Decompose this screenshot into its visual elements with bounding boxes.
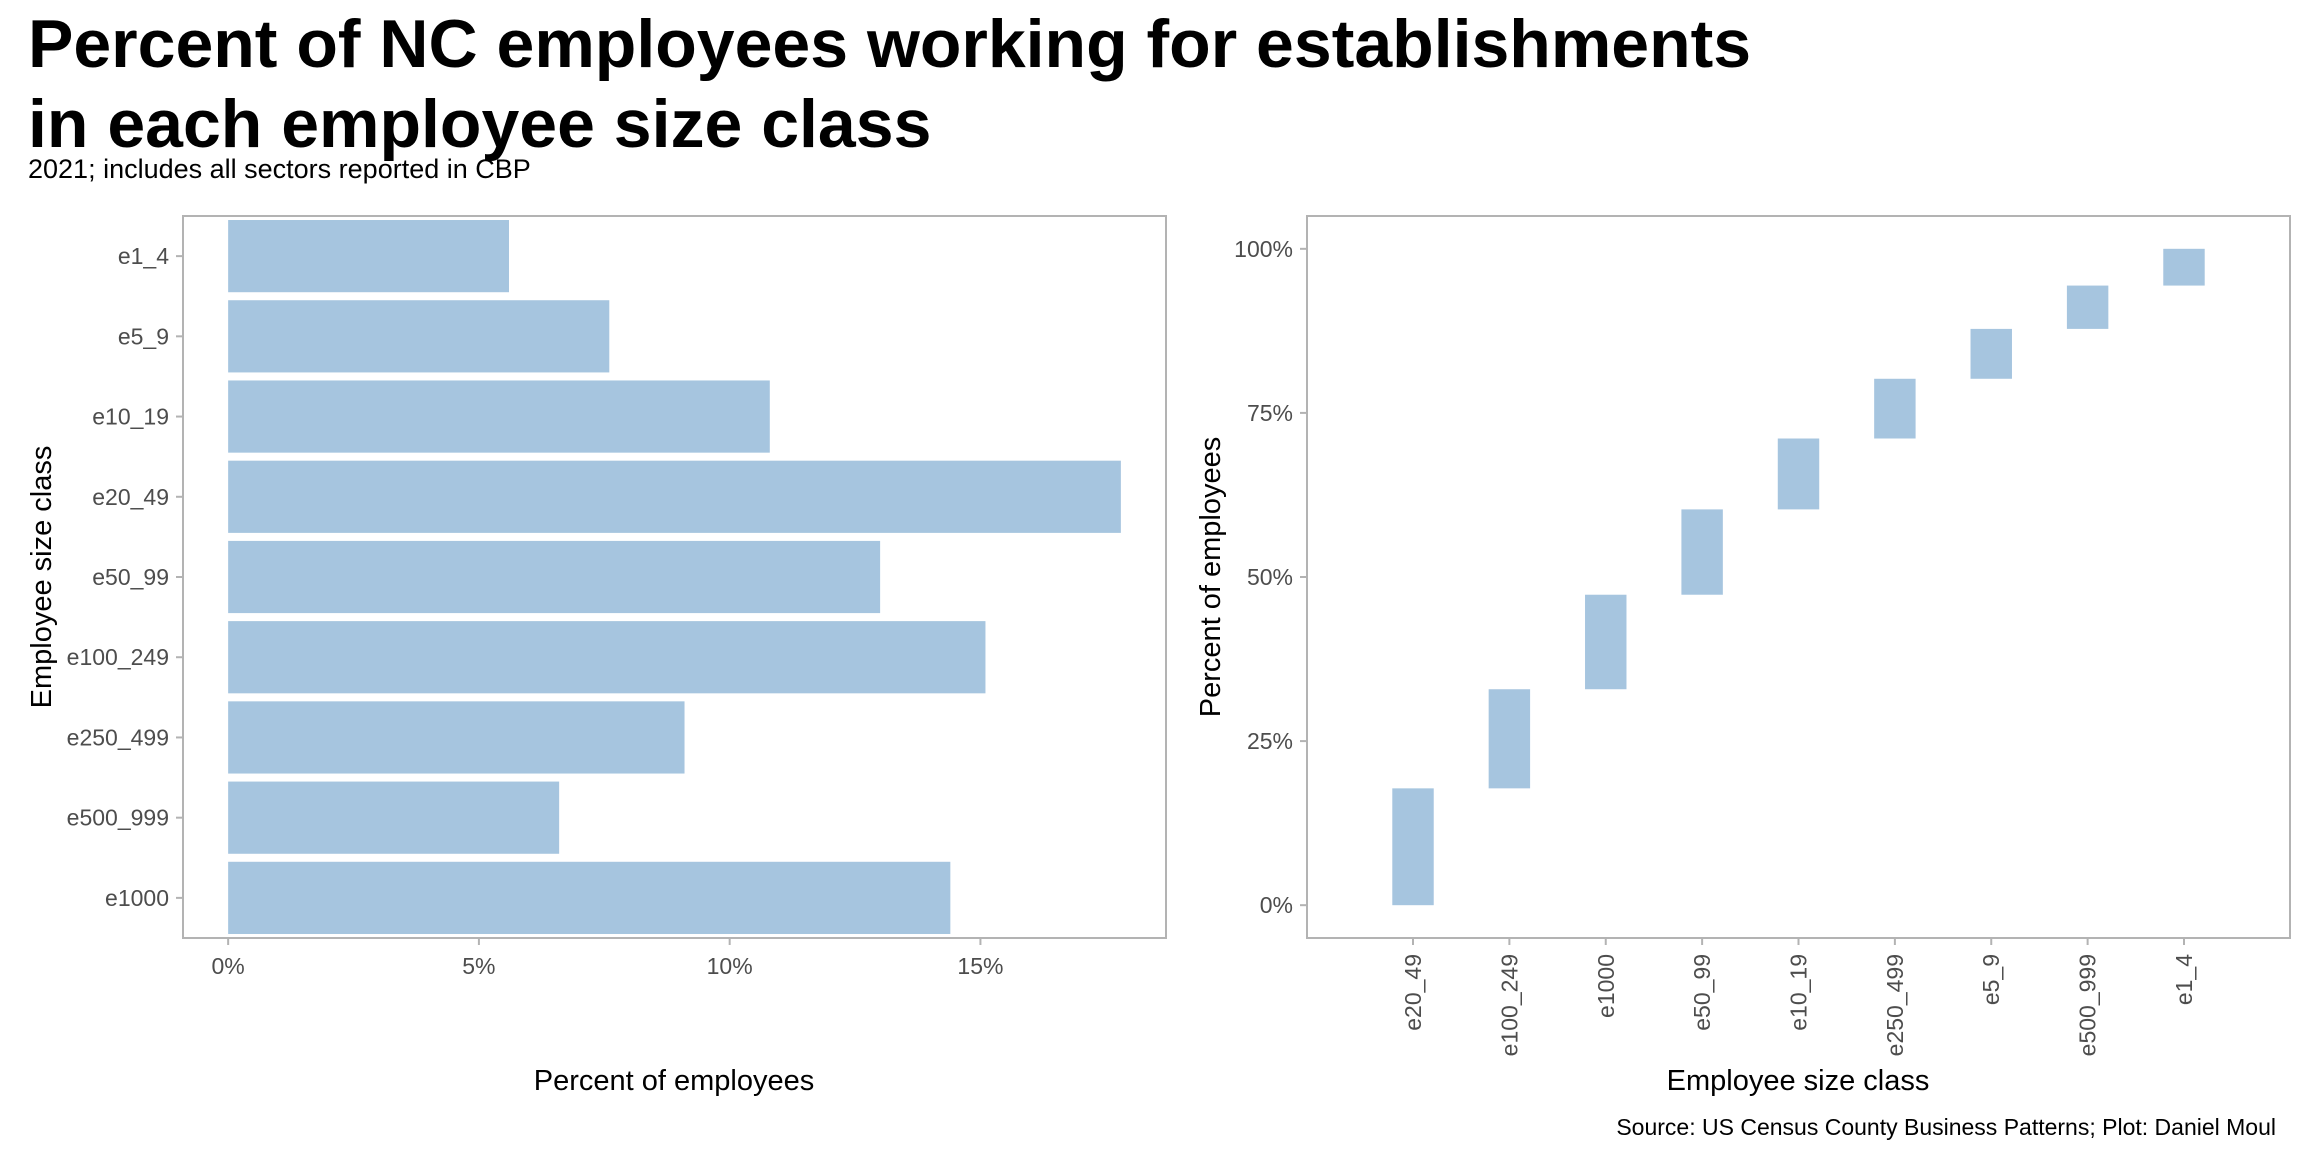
left-bar-chart: e1_4 e5_9 e10_19 e20_49 e50_99 e100_249 e250_4…: [26, 215, 1167, 1097]
y-tick-label: 50%: [1247, 564, 1293, 590]
bar-e5_9: [228, 300, 610, 373]
bar-e1_4: [228, 220, 509, 293]
y-tick-label-e10_19: e10_19: [92, 404, 169, 430]
x-tick-label-e500_999: e500_999: [2075, 954, 2101, 1056]
y-tick-label-e1000: e1000: [105, 885, 169, 911]
waterfall-bar-e50_99: [1681, 509, 1723, 595]
bar-e20_49: [228, 460, 1121, 533]
waterfall-bar-e100_249: [1488, 689, 1531, 789]
waterfall-bar-e20_49: [1392, 788, 1434, 906]
bar-e50_99: [228, 540, 881, 614]
bar-e1000: [228, 861, 951, 934]
y-tick-label: 75%: [1247, 400, 1293, 426]
bar-e500_999: [228, 781, 560, 854]
y-tick-label-e1_4: e1_4: [118, 243, 169, 269]
chart-title: Percent of NC employees working for esta…: [28, 4, 1751, 164]
y-tick-label-e100_249: e100_249: [67, 644, 169, 670]
chart-title-line-2: in each employee size class: [28, 86, 932, 162]
waterfall-bar-e10_19: [1777, 438, 1820, 510]
bar-e10_19: [228, 380, 770, 453]
right-panel-frame: [1306, 215, 2291, 939]
x-tick-label-e20_49: e20_49: [1400, 954, 1426, 1031]
x-tick-label-e10_19: e10_19: [1786, 954, 1812, 1031]
x-tick-label-e1000: e1000: [1593, 954, 1619, 1018]
bar-e100_249: [228, 621, 986, 694]
x-tick-label-e100_249: e100_249: [1496, 954, 1522, 1056]
y-tick-label-e20_49: e20_49: [92, 484, 169, 510]
waterfall-bar-e500_999: [2066, 285, 2109, 329]
waterfall-bar-e1_4: [2163, 248, 2205, 286]
x-tick-label-e50_99: e50_99: [1689, 954, 1715, 1031]
chart-caption: Source: US Census County Business Patter…: [1616, 1114, 2276, 1140]
right-x-axis-title: Employee size class: [1667, 1065, 1930, 1097]
right-y-axis-title: Percent of employees: [1195, 437, 1227, 717]
y-tick-label-e250_499: e250_499: [67, 724, 169, 750]
y-tick-label: 25%: [1247, 728, 1293, 754]
y-tick-label: 100%: [1234, 236, 1293, 262]
x-tick-label-e1_4: e1_4: [2171, 954, 2197, 1005]
x-tick-label: 10%: [707, 953, 753, 979]
x-tick-label: 5%: [462, 953, 495, 979]
bar-e250_499: [228, 701, 685, 774]
waterfall-bar-e5_9: [1970, 328, 2012, 379]
x-tick-label-e250_499: e250_499: [1882, 954, 1908, 1056]
y-tick-label-e500_999: e500_999: [67, 805, 169, 831]
y-tick-label: 0%: [1260, 892, 1293, 918]
right-waterfall-chart: 0% 25% 50% 75% 100% e20_49 e100_249 e1000 e50_9…: [1195, 215, 2291, 1097]
x-tick-label-e5_9: e5_9: [1978, 954, 2004, 1005]
waterfall-bar-e250_499: [1874, 378, 1916, 439]
left-x-axis-title: Percent of employees: [534, 1065, 814, 1097]
chart-subtitle: 2021; includes all sectors reported in C…: [28, 154, 531, 184]
y-tick-label-e50_99: e50_99: [92, 564, 169, 590]
left-y-axis-title: Employee size class: [26, 446, 58, 709]
x-tick-label: 0%: [212, 953, 245, 979]
x-tick-label: 15%: [957, 953, 1003, 979]
waterfall-bar-e1000: [1585, 594, 1627, 690]
y-tick-label-e5_9: e5_9: [118, 323, 169, 349]
chart-title-line-1: Percent of NC employees working for esta…: [28, 6, 1752, 82]
